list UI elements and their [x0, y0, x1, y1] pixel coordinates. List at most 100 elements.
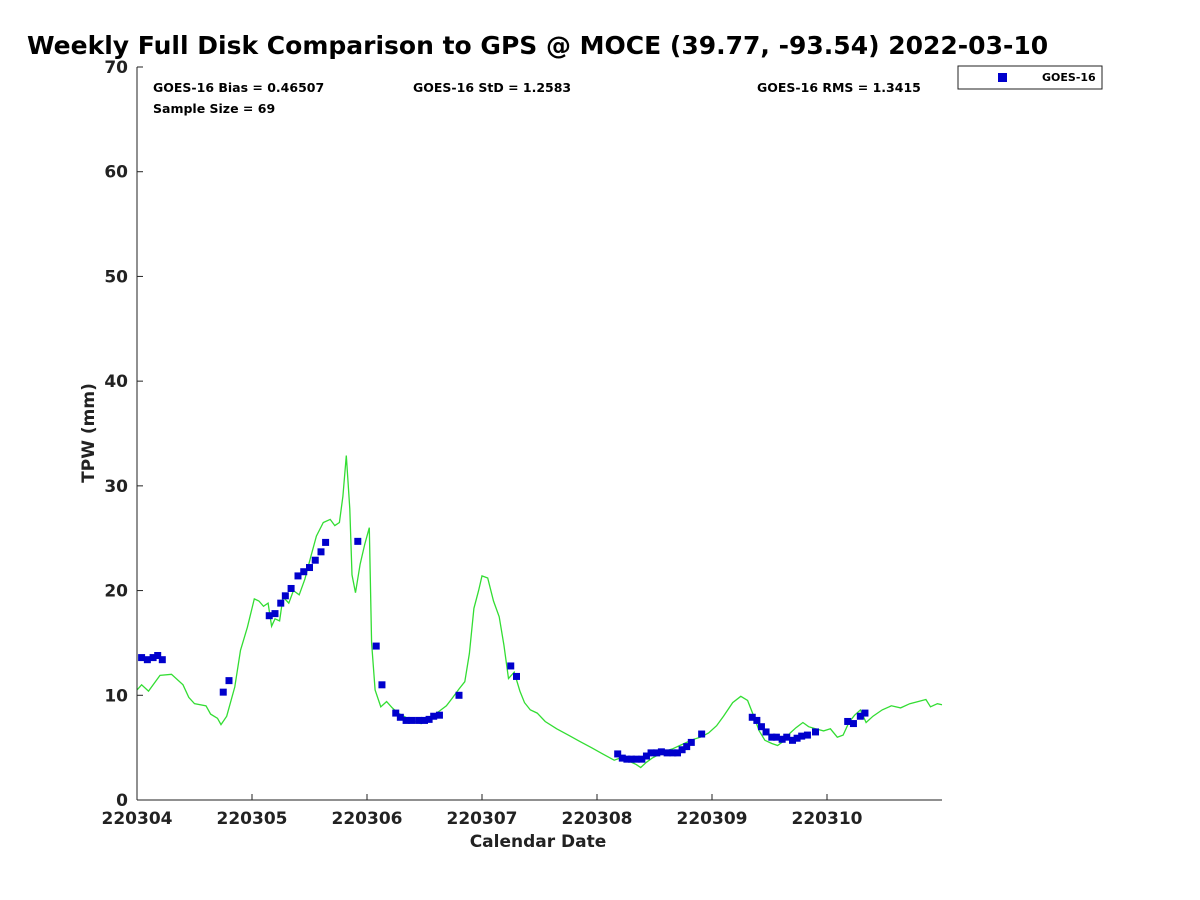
goes16-point [762, 728, 770, 736]
goes16-point [294, 572, 302, 580]
goes16-point [657, 748, 665, 756]
goes16-point [408, 716, 416, 724]
goes16-point [265, 612, 273, 620]
y-tick-label: 40 [104, 372, 128, 392]
goes16-point [653, 749, 661, 757]
goes16-point [632, 755, 640, 763]
sample-size-stat: Sample Size = 69 [153, 101, 275, 116]
goes16-point [219, 688, 227, 696]
y-tick-label: 70 [104, 58, 128, 78]
goes16-point [287, 584, 295, 592]
goes16-point [143, 656, 151, 664]
x-tick-label: 220305 [217, 809, 288, 829]
goes16-point [306, 564, 313, 572]
gps-tpw-line [136, 455, 943, 769]
goes16-point [614, 750, 622, 758]
gps-line-layer [136, 455, 943, 769]
goes16-point [623, 755, 631, 763]
goes16-point [396, 713, 404, 721]
goes16-point [798, 732, 806, 740]
goes16-point [748, 713, 756, 721]
chart-title: Weekly Full Disk Comparison to GPS @ MOC… [27, 31, 1048, 60]
goes16-point [778, 735, 786, 743]
goes16-point [281, 592, 289, 600]
y-axis-label: TPW (mm) [79, 383, 99, 483]
goes16-point [271, 610, 279, 618]
goes16-point [455, 691, 463, 699]
goes16-point [430, 712, 438, 720]
x-axis-label: Calendar Date [470, 832, 607, 852]
rms-stat: GOES-16 RMS = 1.3415 [757, 80, 921, 95]
goes16-point [757, 723, 765, 731]
x-tick-label: 220306 [332, 809, 403, 829]
goes16-point [844, 717, 852, 725]
plot-area [136, 66, 943, 801]
x-tick-label: 220309 [677, 809, 748, 829]
y-tick-label: 30 [104, 477, 128, 497]
goes16-point [687, 738, 695, 746]
goes16-point [317, 548, 325, 556]
legend-marker [998, 73, 1007, 82]
goes16-point [642, 752, 650, 760]
goes16-point [138, 654, 146, 662]
goes16-point [789, 736, 796, 744]
goes16-point [803, 731, 811, 739]
legend: GOES-16 [957, 65, 1103, 90]
goes16-point [674, 749, 681, 757]
goes16-point [513, 672, 520, 680]
x-tick-label: 220304 [102, 809, 173, 829]
goes16-point [856, 712, 864, 720]
x-tick-label: 220310 [792, 809, 863, 829]
goes16-point [421, 716, 428, 724]
y-tick-label: 0 [116, 791, 128, 811]
tick-labels: 0 10 20 30 40 50 60 70 220304 220305 220306 220307 2… [102, 58, 863, 829]
goes16-point [647, 749, 655, 757]
goes16-point [628, 755, 635, 763]
goes16-point [768, 733, 776, 741]
goes16-point [322, 538, 330, 546]
goes16-point [793, 734, 801, 742]
y-tick-label: 60 [104, 163, 128, 183]
goes16-point [372, 642, 380, 650]
goes16-point [507, 662, 515, 670]
bias-stat: GOES-16 Bias = 0.46507 [153, 80, 324, 95]
goes16-point [683, 743, 691, 751]
goes16-point [402, 716, 410, 724]
goes16-point [849, 720, 857, 728]
goes16-point [277, 599, 285, 607]
goes16-point [772, 733, 780, 741]
goes16-point [225, 677, 233, 685]
std-stat: GOES-16 StD = 1.2583 [413, 80, 571, 95]
y-tick-label: 10 [104, 686, 128, 706]
goes16-point [354, 537, 362, 545]
goes16-point [300, 568, 308, 576]
goes16-point [638, 755, 646, 763]
goes16-point [158, 656, 166, 664]
goes16-point [392, 709, 400, 717]
goes16-point [154, 651, 162, 659]
goes16-point [311, 556, 319, 564]
goes16-point [618, 754, 626, 762]
y-tick-label: 20 [104, 582, 128, 602]
goes16-point [753, 716, 761, 724]
goes16-point [435, 711, 443, 719]
goes16-point [149, 654, 157, 662]
goes16-point [698, 730, 706, 738]
x-tick-label: 220308 [562, 809, 633, 829]
goes16-point [783, 733, 791, 741]
goes16-point [663, 749, 671, 757]
goes16-point [415, 716, 423, 724]
goes16-point [812, 728, 819, 736]
legend-box [957, 65, 1103, 90]
legend-label: GOES-16 [1042, 71, 1096, 84]
goes16-point [678, 746, 686, 754]
goes16-marker-layer [138, 537, 869, 763]
y-tick-label: 50 [104, 267, 128, 287]
tick-marks [136, 66, 828, 801]
goes16-point [425, 715, 433, 723]
goes16-point [669, 749, 677, 757]
goes16-point [861, 709, 869, 717]
x-tick-label: 220307 [447, 809, 518, 829]
goes16-point [378, 681, 386, 689]
